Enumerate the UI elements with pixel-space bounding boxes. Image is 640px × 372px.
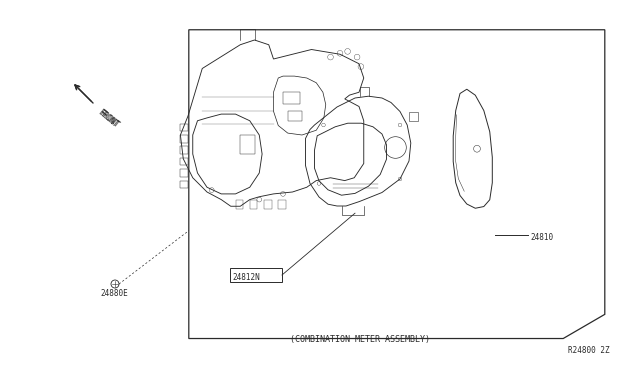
Bar bbox=[230, 268, 282, 282]
Bar bbox=[264, 200, 271, 209]
Text: FRONT: FRONT bbox=[96, 108, 120, 130]
Bar bbox=[180, 169, 188, 177]
Bar bbox=[240, 135, 255, 154]
Text: FRONT: FRONT bbox=[97, 108, 121, 129]
Bar bbox=[180, 147, 188, 154]
Bar bbox=[180, 124, 188, 131]
Bar bbox=[283, 92, 300, 104]
Text: R24800 2Z: R24800 2Z bbox=[568, 346, 610, 355]
Bar bbox=[180, 158, 188, 166]
Text: 24880E: 24880E bbox=[100, 289, 128, 298]
Bar bbox=[278, 200, 286, 209]
Bar bbox=[288, 111, 302, 121]
Bar bbox=[250, 200, 257, 209]
Text: 24812N: 24812N bbox=[232, 273, 260, 282]
Text: (COMBINATION METER ASSEMBLY): (COMBINATION METER ASSEMBLY) bbox=[290, 335, 430, 344]
Bar bbox=[236, 200, 243, 209]
Text: 24810: 24810 bbox=[530, 234, 553, 243]
Bar bbox=[180, 180, 188, 188]
Bar bbox=[180, 135, 188, 142]
